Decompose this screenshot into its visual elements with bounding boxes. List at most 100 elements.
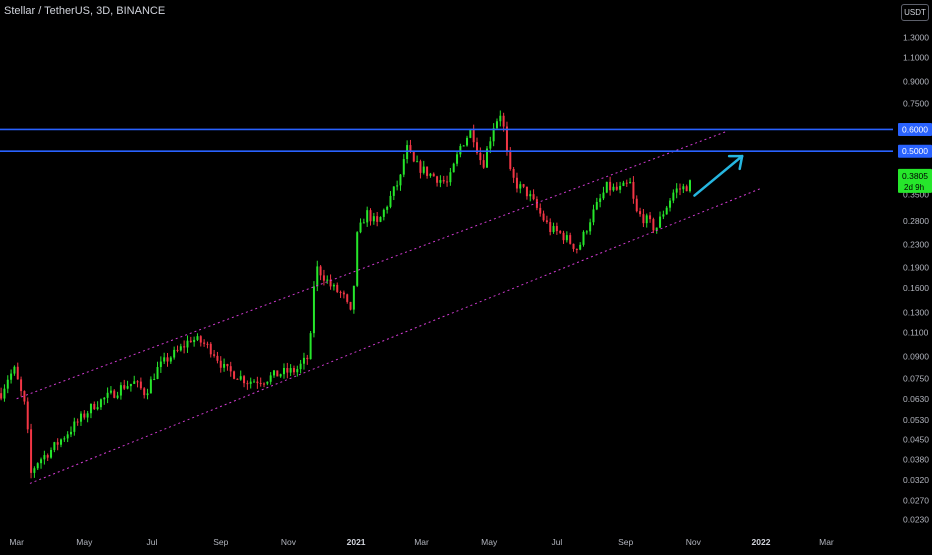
candle-body — [403, 159, 405, 175]
candle-body — [186, 341, 188, 348]
candle-body — [682, 186, 684, 189]
candle-body — [662, 214, 664, 216]
candle-body — [50, 450, 52, 458]
candle-body — [300, 364, 302, 369]
candle-body — [426, 167, 428, 176]
candle-body — [376, 216, 378, 222]
candle-body — [399, 175, 401, 186]
candle-body — [499, 116, 501, 122]
candle-body — [253, 382, 255, 383]
candle-body — [496, 121, 498, 128]
x-tick-label: Sep — [618, 537, 633, 547]
candle-body — [110, 391, 112, 393]
candle-body — [612, 187, 614, 190]
candle-body — [419, 161, 421, 173]
candle-body — [123, 385, 125, 388]
candle-body — [180, 346, 182, 350]
candle-body — [230, 366, 232, 371]
candle-body — [266, 382, 268, 384]
y-tick-label: 0.0230 — [903, 515, 929, 525]
candle-body — [303, 358, 305, 364]
candle-body — [370, 210, 372, 221]
candle-body — [386, 207, 388, 210]
candle-body — [543, 214, 545, 221]
candle-body — [103, 398, 105, 399]
candle-body — [260, 383, 262, 384]
currency-button[interactable]: USDT — [901, 4, 929, 21]
candle-body — [3, 389, 5, 399]
candle — [310, 331, 312, 360]
candle-body — [320, 266, 322, 275]
candle-body — [196, 336, 198, 340]
candle-body — [516, 178, 518, 189]
candle-body — [373, 216, 375, 221]
candle-body — [130, 384, 132, 386]
candle-body — [33, 468, 35, 473]
candle-body — [133, 381, 135, 384]
candle-body — [642, 214, 644, 223]
candle-body — [469, 130, 471, 138]
candle-body — [220, 361, 222, 368]
candle-body — [509, 151, 511, 169]
candle-body — [100, 399, 102, 407]
candle-body — [296, 369, 298, 372]
candle-body — [669, 201, 671, 208]
candle-body — [160, 362, 162, 368]
candle-body — [240, 376, 242, 379]
candle-body — [143, 388, 145, 395]
candle-body — [652, 219, 654, 230]
candle-body — [599, 198, 601, 202]
candle-body — [689, 180, 691, 191]
candle-body — [583, 232, 585, 245]
candle-body — [67, 434, 69, 438]
candle-body — [629, 182, 631, 183]
candle-body — [563, 233, 565, 240]
candle-body — [250, 382, 252, 384]
candle-body — [429, 174, 431, 176]
candle-body — [120, 385, 122, 395]
candle-body — [346, 294, 348, 302]
candle-body — [483, 160, 485, 168]
candle-body — [592, 209, 594, 222]
candle-body — [489, 141, 491, 148]
y-tick-label: 0.0270 — [903, 495, 929, 505]
y-tick-label: 0.1600 — [903, 283, 929, 293]
y-tick-label: 1.1000 — [903, 53, 929, 63]
candle-body — [326, 280, 328, 281]
y-tick-label: 0.7500 — [903, 98, 929, 108]
candle-body — [456, 154, 458, 163]
candle-body — [87, 413, 89, 417]
candle-body — [97, 407, 99, 409]
candle-body — [383, 210, 385, 217]
candle-body — [579, 245, 581, 250]
candle-body — [463, 145, 465, 146]
candle-body — [270, 375, 272, 381]
candle-body — [533, 194, 535, 199]
candle — [486, 146, 488, 168]
candle — [469, 129, 471, 138]
candle-body — [360, 223, 362, 233]
candle — [313, 281, 315, 337]
candle — [583, 230, 585, 246]
candle-body — [523, 184, 525, 187]
candle-body — [263, 384, 265, 385]
candle-body — [413, 152, 415, 161]
candle — [606, 182, 608, 194]
x-tick-label: Mar — [819, 537, 834, 547]
candle-body — [466, 138, 468, 146]
symbol-title: Stellar / TetherUS, 3D, BINANCE — [4, 5, 165, 17]
candle-body — [200, 336, 202, 342]
candle-body — [589, 222, 591, 231]
candle-body — [646, 215, 648, 223]
candle — [30, 424, 32, 478]
candle-body — [616, 187, 618, 190]
candle-body — [519, 184, 521, 188]
candle-body — [273, 370, 275, 375]
candle-body — [619, 186, 621, 190]
candle-body — [622, 183, 624, 186]
candle-body — [406, 145, 408, 159]
x-tick-label: Nov — [686, 537, 702, 547]
candle-body — [539, 208, 541, 214]
